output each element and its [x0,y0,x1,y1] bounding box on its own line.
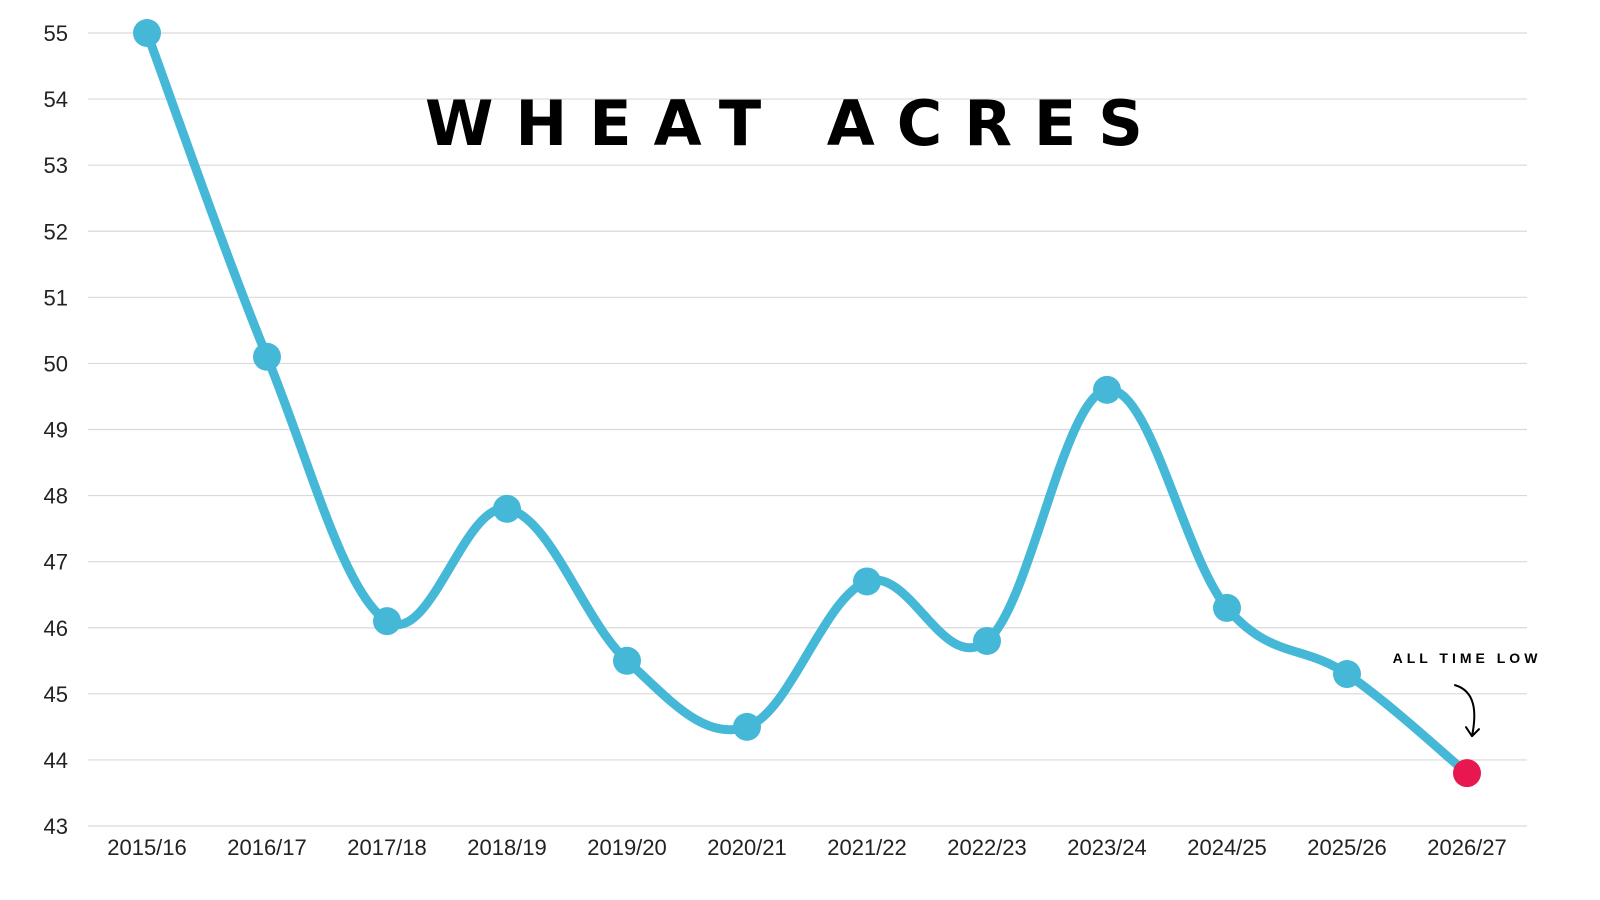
y-tick-label: 44 [44,748,68,773]
y-tick-label: 50 [44,351,68,376]
x-tick-label: 2016/17 [227,835,307,860]
y-tick-label: 46 [44,616,68,641]
x-tick-label: 2025/26 [1307,835,1387,860]
data-point [853,567,881,596]
data-points [133,19,1481,788]
data-point [253,342,281,371]
annotation-arrow-icon [1454,684,1480,738]
y-axis-tick-labels: 43 44 45 46 47 48 49 50 51 52 53 54 55 [44,21,68,839]
x-tick-label: 2017/18 [347,835,427,860]
data-point [1333,660,1361,689]
x-tick-label: 2018/19 [467,835,547,860]
x-tick-label: 2022/23 [947,835,1027,860]
data-point [613,646,641,675]
x-tick-label: 2019/20 [587,835,667,860]
y-tick-label: 43 [44,814,68,839]
chart-title: WHEAT ACRES [425,87,1165,160]
y-tick-label: 51 [44,285,68,310]
y-tick-label: 53 [44,153,68,178]
y-tick-label: 55 [44,21,68,46]
y-tick-label: 45 [44,682,68,707]
all-time-low-annotation: ALL TIME LOW [1393,650,1542,738]
x-tick-label: 2021/22 [827,835,907,860]
y-tick-label: 48 [44,484,68,509]
x-tick-label: 2023/24 [1067,835,1147,860]
y-tick-label: 49 [44,418,68,443]
x-tick-label: 2015/16 [107,835,187,860]
x-tick-label: 2020/21 [707,835,787,860]
series-line [142,28,1472,778]
data-point [1093,375,1121,404]
y-tick-label: 47 [44,550,68,575]
data-point [133,19,161,47]
data-point [733,712,761,741]
data-point [973,626,1001,655]
x-axis-tick-labels: 2015/16 2016/17 2017/18 2018/19 2019/20 2020/… [107,835,1507,860]
x-tick-label: 2026/27 [1427,835,1507,860]
y-tick-label: 54 [44,87,68,112]
annotation-label: ALL TIME LOW [1393,650,1542,666]
data-point [1213,593,1241,622]
y-tick-label: 52 [44,219,68,244]
x-tick-label: 2024/25 [1187,835,1267,860]
data-point [493,494,521,523]
data-point [373,607,401,636]
data-point-highlight [1453,759,1481,788]
grid-lines [88,32,1527,827]
